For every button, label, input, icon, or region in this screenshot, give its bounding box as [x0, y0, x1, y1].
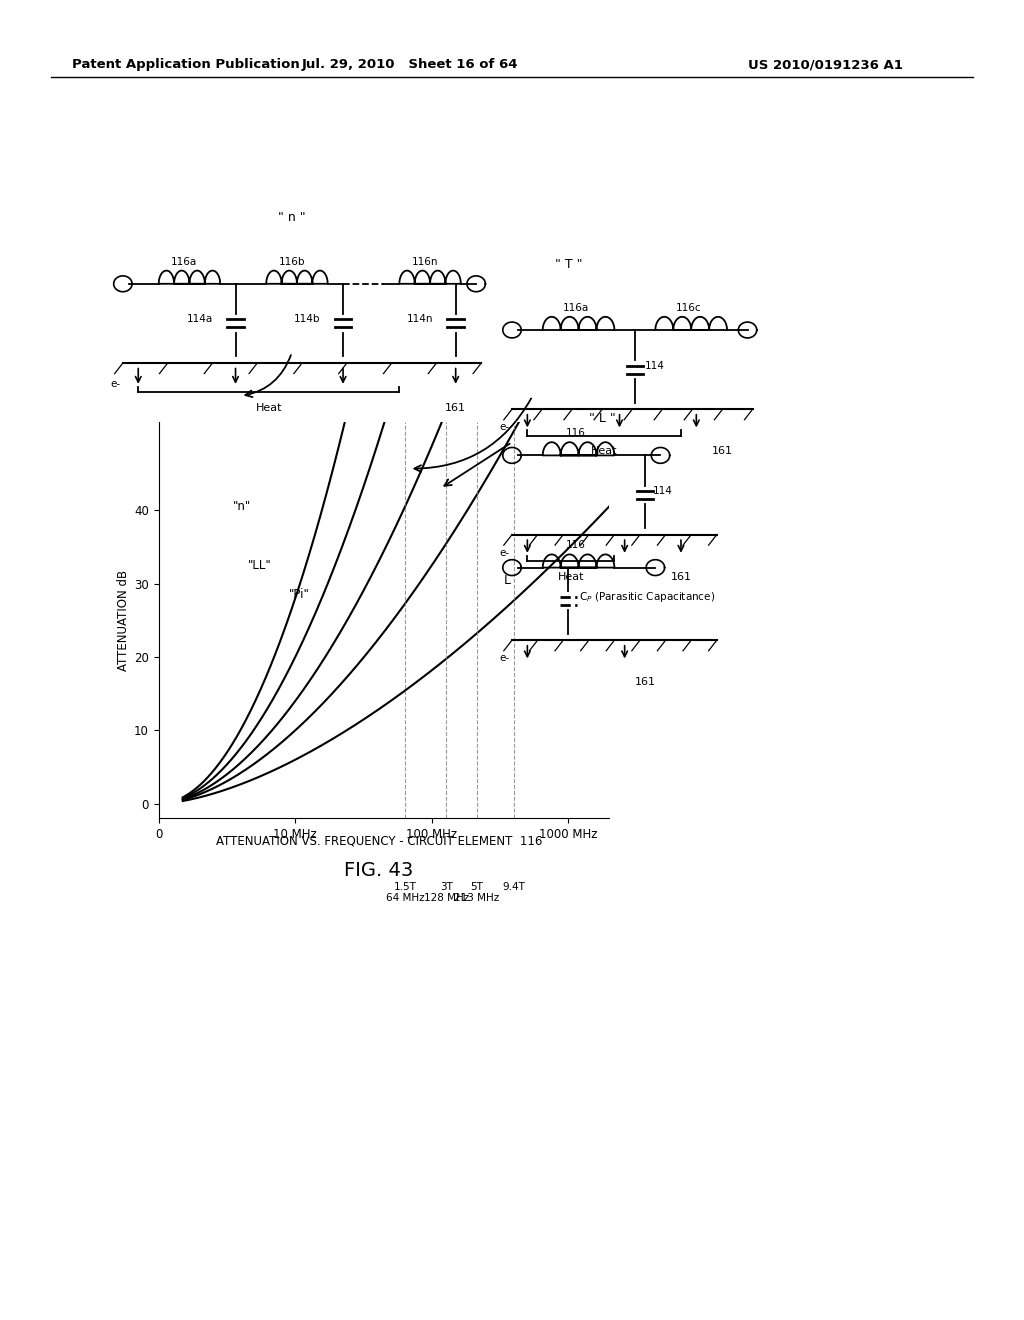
Text: 114b: 114b [294, 314, 321, 325]
Text: " T ": " T " [555, 257, 582, 271]
Text: 1.5T
64 MHz: 1.5T 64 MHz [386, 882, 425, 903]
Text: 161: 161 [671, 572, 692, 582]
Text: " L ": " L " [589, 412, 615, 425]
Text: 3T
128 MHz: 3T 128 MHz [424, 882, 469, 903]
Text: 116a: 116a [171, 256, 198, 267]
Text: 114a: 114a [186, 314, 213, 325]
Text: 116: 116 [565, 540, 586, 550]
Text: e-: e- [111, 379, 121, 389]
Text: 161: 161 [712, 446, 733, 457]
Text: 116: 116 [565, 428, 586, 438]
Y-axis label: ATTENUATION dB: ATTENUATION dB [117, 570, 130, 671]
Text: " n ": " n " [279, 211, 305, 224]
Text: US 2010/0191236 A1: US 2010/0191236 A1 [748, 58, 902, 71]
Text: Heat: Heat [558, 572, 584, 582]
Text: 9.4T: 9.4T [503, 882, 525, 892]
Text: L: L [504, 574, 511, 586]
Text: 116c: 116c [675, 302, 701, 313]
Text: C$_P$ (Parasitic Capacitance): C$_P$ (Parasitic Capacitance) [579, 590, 715, 603]
Text: 161: 161 [635, 677, 656, 688]
Text: "n": "n" [233, 500, 251, 513]
Text: e-: e- [500, 422, 510, 433]
Text: 116n: 116n [412, 256, 438, 267]
Text: ATTENUATION VS. FREQUENCY - CIRCUIT ELEMENT  116: ATTENUATION VS. FREQUENCY - CIRCUIT ELEM… [216, 834, 542, 847]
Text: Heat: Heat [591, 446, 617, 457]
Text: 116a: 116a [562, 302, 589, 313]
Text: 116b: 116b [279, 256, 305, 267]
Text: Heat: Heat [256, 403, 282, 413]
Text: Jul. 29, 2010   Sheet 16 of 64: Jul. 29, 2010 Sheet 16 of 64 [301, 58, 518, 71]
Text: FIG. 43: FIG. 43 [344, 861, 414, 879]
Text: "Pi": "Pi" [289, 589, 310, 602]
Text: 5T
213 MHz: 5T 213 MHz [454, 882, 499, 903]
Text: Patent Application Publication: Patent Application Publication [72, 58, 299, 71]
Text: e-: e- [500, 653, 510, 664]
Text: 114: 114 [645, 360, 665, 371]
Text: 114n: 114n [407, 314, 433, 325]
Text: 161: 161 [445, 403, 466, 413]
Text: "LL": "LL" [248, 560, 271, 572]
Text: 114: 114 [653, 486, 673, 496]
Text: e-: e- [500, 548, 510, 558]
